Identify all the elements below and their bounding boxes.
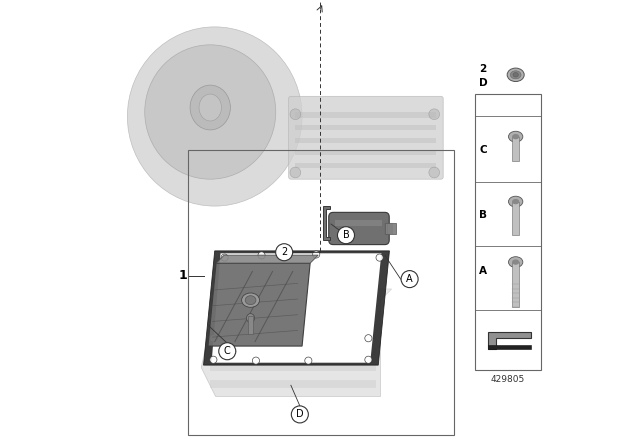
Polygon shape (216, 255, 318, 263)
Circle shape (291, 406, 308, 423)
Ellipse shape (512, 134, 519, 139)
Bar (210, 364, 376, 371)
Bar (210, 332, 376, 339)
Text: B: B (342, 230, 349, 240)
Ellipse shape (509, 196, 523, 207)
Ellipse shape (246, 314, 255, 323)
Polygon shape (202, 300, 380, 396)
Circle shape (252, 357, 260, 364)
Text: C: C (479, 145, 486, 155)
Ellipse shape (245, 296, 256, 305)
Polygon shape (323, 206, 330, 240)
Polygon shape (208, 263, 310, 346)
Text: A: A (406, 274, 413, 284)
Bar (248, 316, 253, 334)
Polygon shape (488, 332, 531, 349)
Circle shape (365, 356, 372, 363)
Text: D: D (479, 78, 488, 88)
Bar (210, 380, 376, 388)
Bar (475, 94, 541, 370)
Circle shape (376, 254, 383, 261)
Circle shape (221, 254, 228, 261)
Circle shape (290, 167, 301, 178)
Circle shape (365, 335, 372, 342)
Ellipse shape (509, 257, 523, 267)
Bar (210, 348, 376, 355)
Ellipse shape (127, 27, 302, 206)
Text: 2: 2 (281, 247, 287, 257)
Circle shape (429, 109, 440, 120)
Text: 2: 2 (479, 65, 486, 74)
Circle shape (210, 335, 217, 342)
Bar (512, 202, 519, 235)
Circle shape (312, 251, 320, 258)
Bar (488, 345, 531, 349)
Ellipse shape (512, 259, 519, 265)
Ellipse shape (190, 85, 230, 130)
Bar (296, 112, 436, 118)
Bar (296, 163, 436, 168)
Text: B: B (479, 210, 487, 220)
Circle shape (290, 109, 301, 120)
Circle shape (429, 167, 440, 178)
Bar (385, 223, 396, 234)
Ellipse shape (513, 73, 518, 77)
Bar (335, 220, 383, 226)
Text: C: C (224, 346, 230, 356)
Circle shape (219, 343, 236, 360)
Text: 1: 1 (179, 269, 188, 282)
Circle shape (276, 244, 292, 261)
Circle shape (401, 271, 418, 288)
FancyBboxPatch shape (289, 96, 443, 179)
Circle shape (258, 252, 265, 259)
Ellipse shape (509, 131, 523, 142)
Ellipse shape (510, 71, 521, 79)
Text: 429805: 429805 (491, 375, 525, 384)
Bar (296, 138, 436, 143)
Ellipse shape (199, 94, 221, 121)
Ellipse shape (512, 199, 519, 204)
Bar (512, 137, 519, 161)
Circle shape (305, 357, 312, 364)
Bar (188, 150, 454, 435)
Ellipse shape (145, 45, 276, 179)
Ellipse shape (507, 68, 524, 82)
Bar (512, 262, 519, 307)
Circle shape (210, 356, 217, 363)
Circle shape (337, 227, 355, 244)
Text: A: A (479, 266, 487, 276)
Bar (296, 125, 436, 130)
Polygon shape (204, 251, 389, 365)
Text: D: D (296, 409, 303, 419)
Ellipse shape (242, 293, 260, 307)
Polygon shape (216, 289, 392, 300)
FancyBboxPatch shape (329, 212, 389, 245)
Bar (210, 316, 376, 323)
Bar (296, 150, 436, 155)
Polygon shape (212, 253, 381, 363)
